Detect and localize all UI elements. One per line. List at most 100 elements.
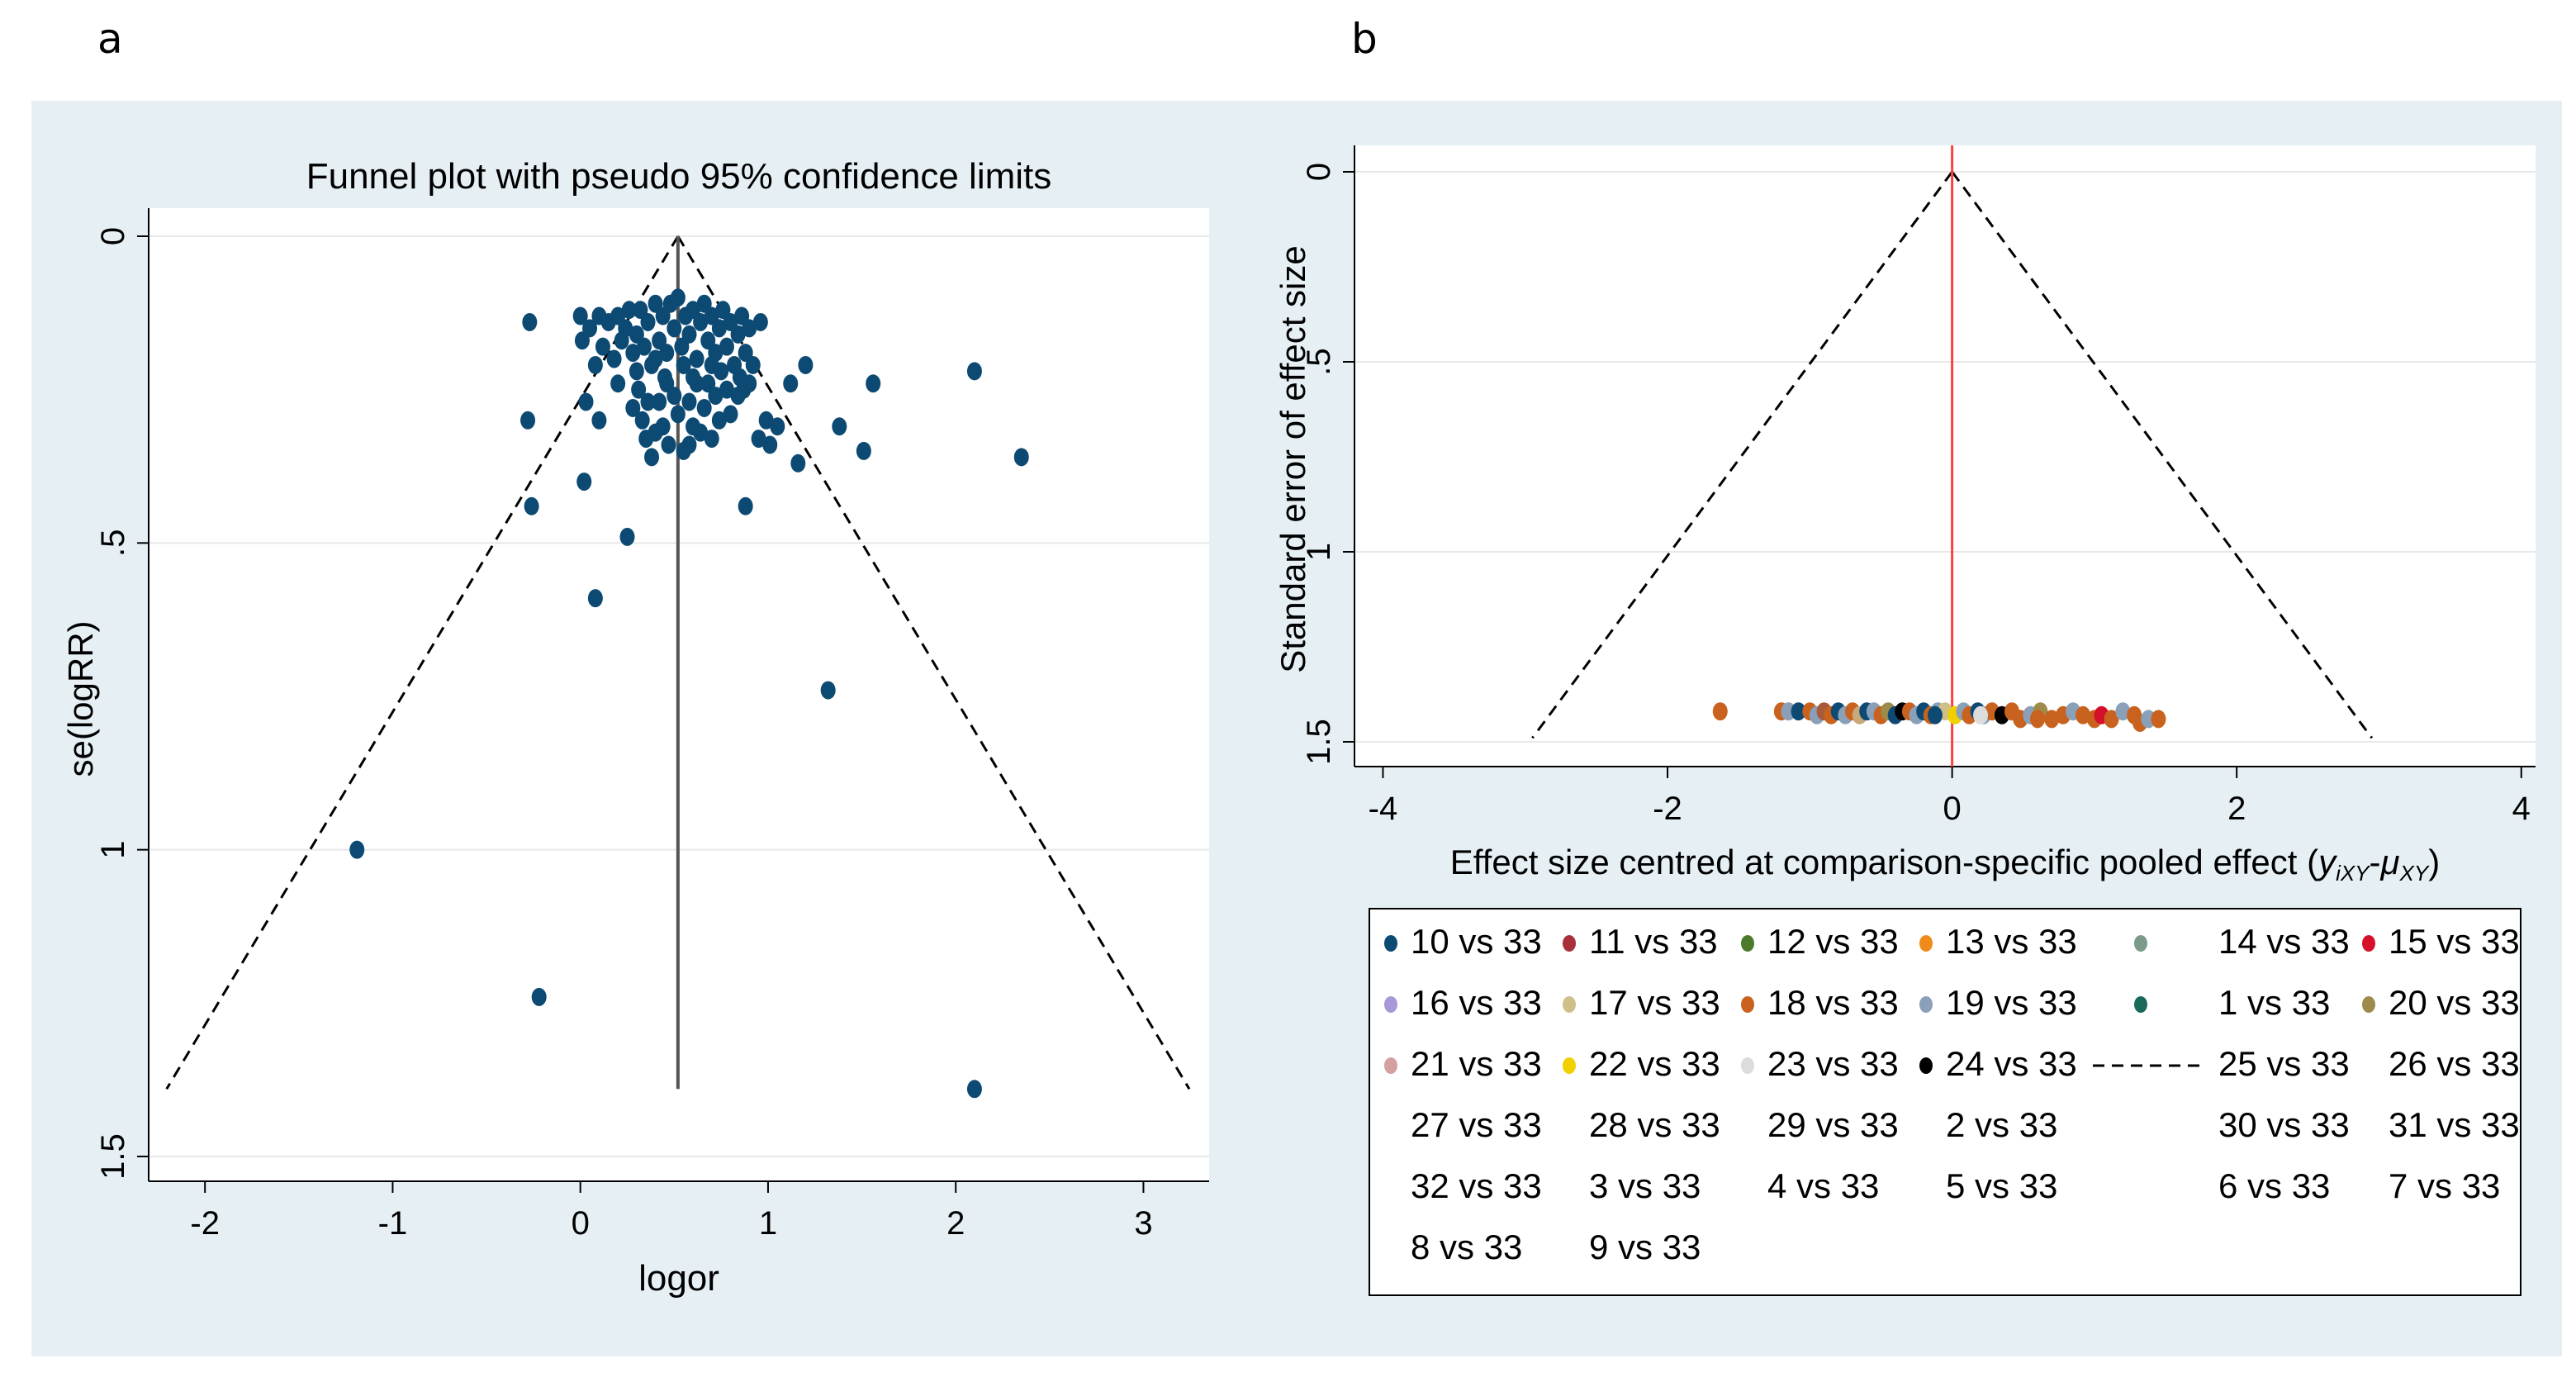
data-point (856, 441, 871, 460)
data-point (667, 319, 682, 338)
data-point (751, 430, 766, 449)
legend-label: 28 vs 33 (1589, 1105, 1720, 1144)
data-point (742, 319, 757, 338)
data-point (640, 312, 656, 331)
data-point (522, 312, 538, 331)
legend-marker (1741, 996, 1754, 1013)
data-point (745, 355, 761, 374)
data-point (730, 325, 746, 344)
data-point (2104, 710, 2119, 729)
legend-label: 20 vs 33 (2389, 983, 2520, 1022)
data-point (636, 337, 652, 356)
legend-label: 15 vs 33 (2389, 922, 2520, 961)
data-point (866, 374, 881, 393)
legend-label: 8 vs 33 (1411, 1228, 1522, 1266)
data-point (659, 374, 675, 393)
legend-label: 23 vs 33 (1767, 1044, 1899, 1083)
legend-label: 7 vs 33 (2389, 1166, 2500, 1205)
data-point (349, 840, 365, 859)
data-point (966, 1080, 982, 1099)
panel-a-x-label: logor (638, 1258, 719, 1299)
panel-b-ticks: 0 .5 1 1.5 -4 -2 0 2 4 (1301, 163, 2531, 827)
data-point (704, 430, 719, 449)
legend-label: 18 vs 33 (1767, 983, 1899, 1022)
data-point (652, 392, 667, 411)
data-point (676, 355, 691, 374)
data-point (1712, 702, 1728, 721)
data-point (719, 337, 734, 356)
data-point (619, 527, 635, 546)
x-tick-label: -4 (1369, 791, 1398, 827)
panel-label-a: a (97, 15, 123, 63)
data-point (587, 355, 603, 374)
panel-a-funnel (165, 235, 1191, 1090)
data-point (742, 374, 757, 393)
data-point (659, 344, 675, 363)
legend-label: 9 vs 33 (1589, 1228, 1701, 1266)
data-point (670, 288, 686, 307)
data-point (762, 435, 778, 454)
data-point (681, 325, 697, 344)
data-point (758, 411, 774, 430)
data-point (587, 589, 603, 608)
data-point (582, 319, 598, 338)
data-point (2029, 710, 2045, 729)
data-point (595, 337, 610, 356)
legend-label: 6 vs 33 (2218, 1166, 2330, 1205)
data-point (1013, 448, 1029, 467)
x-tick-label: 2 (2227, 791, 2246, 827)
y-tick-label: 0 (1301, 163, 1337, 181)
data-point (681, 435, 697, 454)
legend-marker (1741, 935, 1754, 952)
panel-a-points (349, 288, 1029, 1099)
legend-label: 19 vs 33 (1946, 983, 2077, 1022)
legend-marker (1384, 996, 1397, 1013)
panel-b-plot-area (1354, 145, 2536, 767)
data-point (693, 423, 709, 442)
data-point (531, 987, 547, 1006)
x-tick-label: -2 (190, 1205, 220, 1242)
legend-label: 13 vs 33 (1946, 922, 2077, 961)
data-point (648, 423, 663, 442)
data-point (618, 319, 633, 338)
funnel-left-limit (165, 235, 680, 1090)
legend-marker (1563, 935, 1576, 952)
legend-label: 2 vs 33 (1946, 1105, 2057, 1144)
panel-b-gridlines (1354, 171, 2536, 743)
legend-marker (1563, 1057, 1576, 1074)
legend-marker (1919, 996, 1933, 1013)
data-point (832, 417, 847, 436)
data-point (719, 380, 734, 399)
legend-label: 5 vs 33 (1946, 1166, 2057, 1205)
data-point (634, 411, 650, 430)
x-tick-label: 1 (759, 1205, 777, 1242)
data-point (606, 349, 622, 368)
legend-marker (1919, 1057, 1933, 1074)
y-tick-label: .5 (1301, 348, 1337, 375)
legend-label: 11 vs 33 (1589, 922, 1718, 961)
y-tick-label: 0 (95, 227, 131, 245)
panel-b-funnel (1531, 145, 2374, 767)
panel-label-b: b (1351, 15, 1378, 63)
legend-marker (2134, 996, 2147, 1013)
data-point (790, 454, 806, 473)
data-point (610, 374, 626, 393)
data-point (625, 398, 641, 417)
data-point (2115, 702, 2131, 721)
x-tick-label: -1 (378, 1205, 408, 1242)
data-point (696, 398, 712, 417)
panel-b-legend-items: 10 vs 33 11 vs 33 12 vs 33 13 vs 33 14 vs 33… (1384, 922, 2520, 1266)
legend-marker (1384, 1057, 1397, 1074)
legend-label: 21 vs 33 (1411, 1044, 1542, 1083)
data-point (783, 374, 799, 393)
panel-a-title: Funnel plot with pseudo 95% confidence l… (306, 156, 1052, 197)
data-point (1927, 705, 1943, 724)
x-tick-label: -2 (1653, 791, 1682, 827)
data-point (578, 392, 594, 411)
panel-b-y-label: Standard error of effect size (1274, 245, 1312, 673)
legend-marker (1563, 996, 1576, 1013)
data-point (644, 448, 660, 467)
legend-marker (1741, 1057, 1754, 1074)
legend-label: 26 vs 33 (2389, 1044, 2520, 1083)
